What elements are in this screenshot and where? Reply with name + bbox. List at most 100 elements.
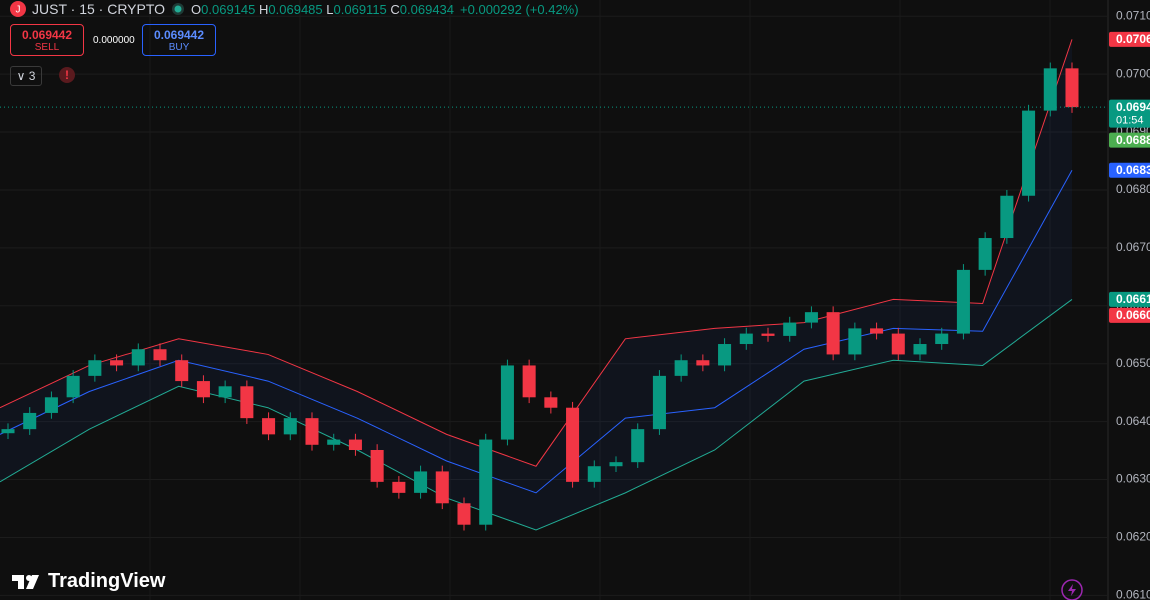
candle-body bbox=[761, 333, 775, 336]
symbol[interactable]: JUST · 15 · CRYPTO bbox=[32, 1, 166, 17]
buy-price: 0.069442 bbox=[153, 28, 205, 42]
price-tag-countdown: 01:54 bbox=[1116, 115, 1144, 127]
candle-body bbox=[913, 344, 927, 355]
warning-icon[interactable]: ! bbox=[58, 66, 76, 84]
ohlc-key: O bbox=[191, 1, 202, 17]
candle-body bbox=[891, 333, 905, 355]
y-tick-label: 0.0650 bbox=[1116, 356, 1150, 370]
candle-body bbox=[175, 360, 189, 382]
candle-body bbox=[739, 333, 753, 345]
band-upper bbox=[0, 39, 1073, 467]
svg-text:J: J bbox=[16, 5, 21, 16]
candle-body bbox=[804, 312, 818, 323]
candle-body bbox=[23, 412, 37, 430]
candle-body bbox=[522, 365, 536, 398]
candle-body bbox=[1, 429, 15, 434]
brand: TradingView bbox=[12, 570, 165, 593]
candle-body bbox=[674, 360, 688, 376]
y-tick-label: 0.0710 bbox=[1116, 8, 1150, 22]
sell-button[interactable]: 0.069442 SELL bbox=[10, 24, 84, 56]
candle-body bbox=[240, 386, 254, 419]
candle-body bbox=[1043, 68, 1057, 111]
candle-body bbox=[457, 503, 471, 525]
candle-body bbox=[392, 481, 406, 493]
y-tick-label: 0.0610 bbox=[1116, 588, 1150, 600]
candle-body bbox=[500, 365, 514, 440]
price-tag-label: 0.0661 bbox=[1116, 292, 1150, 306]
candle-body bbox=[348, 439, 362, 450]
price-tag-label: 0.0694 bbox=[1116, 100, 1150, 114]
candle-body bbox=[66, 375, 80, 398]
candle-body bbox=[283, 418, 297, 435]
price-tag bbox=[1109, 31, 1150, 47]
ohlc-key: H bbox=[259, 1, 269, 17]
candle-body bbox=[566, 407, 580, 482]
ohlc-key: L bbox=[326, 1, 334, 17]
symbol-header: J JUST · 15 · CRYPTO O0.069145 H0.069485… bbox=[10, 1, 579, 17]
candle-body bbox=[783, 322, 797, 336]
candle-body bbox=[1000, 195, 1014, 239]
candle-body bbox=[327, 439, 341, 445]
candle-body bbox=[414, 471, 428, 493]
price-tag bbox=[1109, 162, 1150, 178]
ohlc-value: 0.069115 bbox=[333, 1, 387, 17]
candle-body bbox=[370, 450, 384, 482]
y-tick-label: 0.0670 bbox=[1116, 240, 1150, 254]
sell-price: 0.069442 bbox=[21, 28, 73, 42]
candle-body bbox=[88, 360, 102, 376]
ohlc-key: C bbox=[390, 1, 400, 17]
price-tag bbox=[1109, 99, 1150, 128]
candle-body bbox=[110, 360, 124, 366]
band-fill bbox=[0, 39, 1072, 530]
candle-body bbox=[587, 466, 601, 482]
candle-body bbox=[479, 439, 493, 525]
ohlc-value: 0.069434 bbox=[399, 1, 455, 17]
candle-body bbox=[1065, 68, 1079, 108]
change: +0.000292 (+0.42%) bbox=[460, 1, 579, 17]
candle-body bbox=[826, 312, 840, 355]
candle-body bbox=[218, 386, 232, 398]
svg-text:!: ! bbox=[65, 68, 69, 82]
band-lower bbox=[0, 299, 1073, 531]
price-tag-label: 0.0706 bbox=[1116, 32, 1150, 46]
status-dot bbox=[172, 3, 185, 15]
candle-body bbox=[435, 471, 449, 504]
candle-body bbox=[1022, 110, 1036, 196]
y-tick-label: 0.0640 bbox=[1116, 414, 1150, 428]
indicator-count: 3 bbox=[28, 69, 36, 83]
candle-body bbox=[696, 360, 710, 366]
candle-body bbox=[305, 418, 319, 445]
replay-icon[interactable] bbox=[1060, 578, 1084, 600]
sell-label: SELL bbox=[34, 42, 60, 53]
buy-label: BUY bbox=[168, 42, 190, 53]
candle-body bbox=[262, 418, 276, 435]
price-tag-label: 0.0683 bbox=[1116, 163, 1150, 177]
indicator-toggle[interactable]: ∨ 3 bbox=[10, 66, 42, 86]
ohlc-value: 0.069485 bbox=[268, 1, 323, 17]
candle-body bbox=[652, 375, 666, 430]
brand-logo bbox=[12, 574, 39, 589]
candle-body bbox=[631, 429, 645, 463]
candle-body bbox=[718, 344, 732, 366]
y-tick-label: 0.0680 bbox=[1116, 182, 1150, 196]
candle-body bbox=[196, 381, 210, 398]
price-tag-label: 0.0688 bbox=[1116, 133, 1150, 147]
y-tick-label: 0.0620 bbox=[1116, 530, 1150, 544]
candle-body bbox=[848, 328, 862, 355]
price-tag bbox=[1109, 307, 1150, 323]
candle-body bbox=[153, 349, 167, 361]
spread: 0.000000 bbox=[93, 35, 135, 46]
price-tag-label: 0.0660 bbox=[1116, 308, 1150, 322]
price-tag bbox=[1109, 132, 1150, 148]
candle-body bbox=[609, 462, 623, 467]
candle-body bbox=[956, 269, 970, 334]
candle-body bbox=[131, 349, 145, 366]
ohlc-value: 0.069145 bbox=[201, 1, 256, 17]
ohlc-values: O0.069145 H0.069485 L0.069115 C0.069434 bbox=[191, 2, 454, 17]
buy-button[interactable]: 0.069442 BUY bbox=[142, 24, 216, 56]
price-tag bbox=[1109, 291, 1150, 307]
brand-name: TradingView bbox=[48, 570, 166, 592]
candle-body bbox=[978, 238, 992, 270]
